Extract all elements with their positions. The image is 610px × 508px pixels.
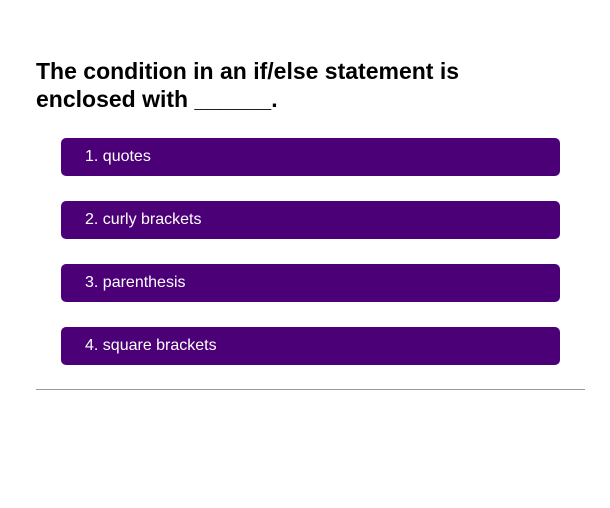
answer-item: 1. quotes	[61, 138, 560, 176]
divider	[36, 389, 585, 390]
answer-button-3[interactable]: 3. parenthesis	[61, 264, 560, 302]
answer-button-2[interactable]: 2. curly brackets	[61, 201, 560, 239]
answer-list: 1. quotes 2. curly brackets 3. parenthes…	[61, 138, 560, 390]
answer-item: 3. parenthesis	[61, 264, 560, 302]
answer-item: 2. curly brackets	[61, 201, 560, 239]
answer-item: 4. square brackets	[61, 327, 560, 365]
answer-button-1[interactable]: 1. quotes	[61, 138, 560, 176]
answer-button-4[interactable]: 4. square brackets	[61, 327, 560, 365]
question-text: The condition in an if/else statement is…	[36, 58, 460, 112]
